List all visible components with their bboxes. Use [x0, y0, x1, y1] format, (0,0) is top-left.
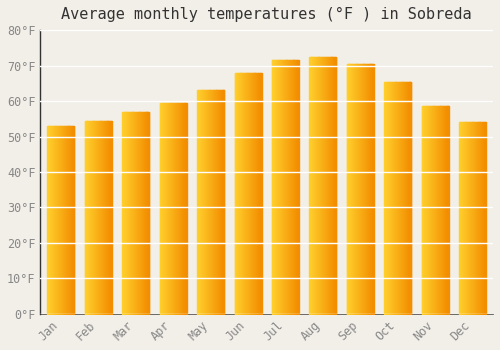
Title: Average monthly temperatures (°F ) in Sobreda: Average monthly temperatures (°F ) in So… — [62, 7, 472, 22]
